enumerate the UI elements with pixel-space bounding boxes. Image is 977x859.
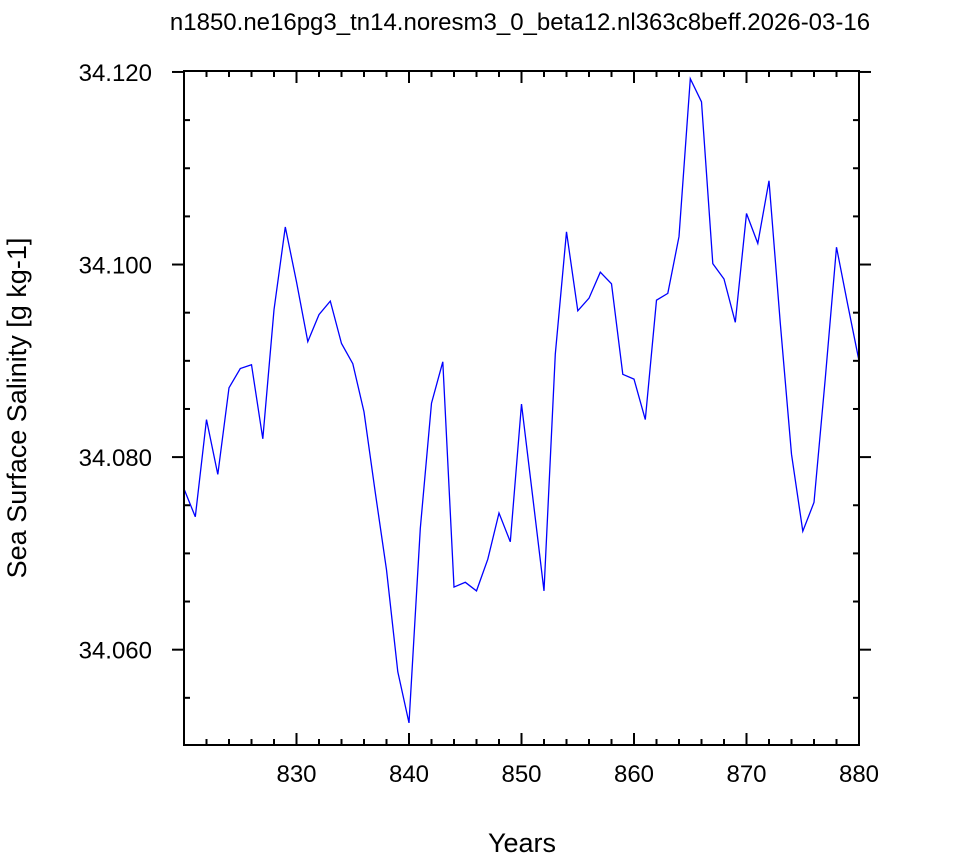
x-tick-label: 830 xyxy=(276,761,316,788)
y-tick-label: 34.060 xyxy=(79,638,152,665)
x-tick-label: 860 xyxy=(614,761,654,788)
x-tick-label: 850 xyxy=(501,761,541,788)
y-tick-label: 34.120 xyxy=(79,60,152,87)
x-tick-label: 870 xyxy=(726,761,766,788)
x-axis-title: Years xyxy=(488,828,556,858)
plot-frame xyxy=(183,70,860,746)
y-tick-label: 34.100 xyxy=(79,253,152,280)
y-tick-label: 34.080 xyxy=(79,445,152,472)
chart-title: n1850.ne16pg3_tn14.noresm3_0_beta12.nl36… xyxy=(170,9,870,36)
salinity-line xyxy=(183,76,860,724)
y-axis-title: Sea Surface Salinity [g kg-1] xyxy=(2,238,32,579)
x-tick-label: 840 xyxy=(389,761,429,788)
x-tick-label: 880 xyxy=(839,761,879,788)
tick-labels: 830 840 850 860 870 880 34.060 34.080 34.100 34.1… xyxy=(79,60,879,788)
